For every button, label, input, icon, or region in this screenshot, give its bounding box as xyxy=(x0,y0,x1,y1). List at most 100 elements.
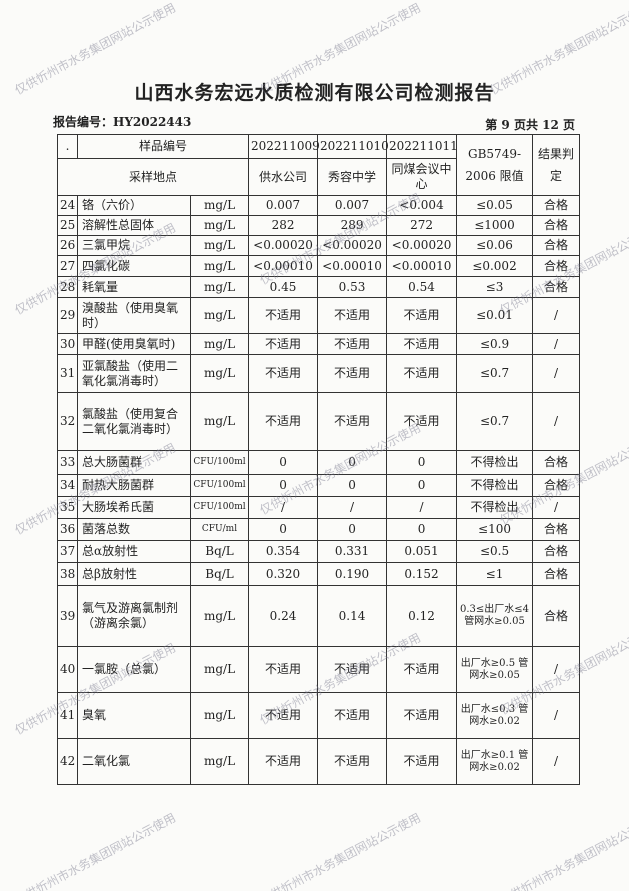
unit: mg/L xyxy=(189,255,250,277)
result-judgement: 合格 xyxy=(532,450,581,475)
value-3: <0.004 xyxy=(386,195,458,216)
limit-value: ≤0.05 xyxy=(456,195,534,216)
value-2: 不适用 xyxy=(317,738,388,785)
parameter-name: 总大肠菌群 xyxy=(77,450,191,475)
parameter-name: 氯气及游离氯制剂（游离余氯） xyxy=(77,585,191,647)
parameter-name: 三氯甲烷 xyxy=(77,235,191,256)
sample-no-3: 202211011 xyxy=(386,134,458,159)
table-row: 26 三氯甲烷 mg/L <0.00020 <0.00020 <0.00020 ≤0.06 合… xyxy=(57,235,581,256)
unit: mg/L xyxy=(189,646,250,693)
value-3: 不适用 xyxy=(386,297,458,334)
table-row: 24 铬（六价） mg/L 0.007 0.007 <0.004 ≤0.05 合格 xyxy=(57,195,581,216)
site-2: 秀容中学 xyxy=(317,158,388,196)
value-1: 0 xyxy=(248,474,319,497)
value-1: 不适用 xyxy=(248,392,319,451)
value-3: / xyxy=(386,496,458,519)
unit: mg/L xyxy=(189,276,250,298)
result-judgement: / xyxy=(532,496,581,519)
limit-value: ≤0.06 xyxy=(456,235,534,256)
row-number: 30 xyxy=(57,333,78,355)
value-2: 0.53 xyxy=(317,276,388,298)
row-number: 40 xyxy=(57,646,78,693)
value-2: <0.00010 xyxy=(317,255,388,277)
limit-value: ≤100 xyxy=(456,518,534,541)
row-number: 36 xyxy=(57,518,78,541)
limit-value: ≤1 xyxy=(456,562,534,586)
watermark: 仅供忻州市水务集团网站公示使用 xyxy=(497,810,629,891)
parameter-name: 菌落总数 xyxy=(77,518,191,541)
result-judgement: 合格 xyxy=(532,235,581,256)
limit-value: ≤0.9 xyxy=(456,333,534,355)
value-1: 不适用 xyxy=(248,692,319,739)
row-number: 38 xyxy=(57,562,78,586)
value-2: 0 xyxy=(317,518,388,541)
value-1: 0.24 xyxy=(248,585,319,647)
unit: mg/L xyxy=(189,235,250,256)
limit-value: 出厂水≤0.3 管网水≥0.02 xyxy=(456,692,534,739)
value-1: 0 xyxy=(248,518,319,541)
report-title: 山西水务宏远水质检测有限公司检测报告 xyxy=(134,82,495,104)
limit-value: ≤0.7 xyxy=(456,354,534,393)
result-judgement: / xyxy=(532,333,581,355)
unit: mg/L xyxy=(189,333,250,355)
value-2: 0 xyxy=(317,474,388,497)
row-number: 37 xyxy=(57,540,78,563)
unit: mg/L xyxy=(189,195,250,216)
row-number: 28 xyxy=(57,276,78,298)
unit: Bq/L xyxy=(189,562,250,586)
row-number: 26 xyxy=(57,235,78,256)
value-3: 不适用 xyxy=(386,692,458,739)
value-2: <0.00020 xyxy=(317,235,388,256)
value-2: 不适用 xyxy=(317,392,388,451)
header-sample-no: 样品编号 xyxy=(76,134,250,159)
value-3: 0.54 xyxy=(386,276,458,298)
watermark: 仅供忻州市水务集团网站公示使用 xyxy=(12,810,179,891)
unit: mg/L xyxy=(189,738,250,785)
table-row: 25 溶解性总固体 mg/L 282 289 272 ≤1000 合格 xyxy=(57,215,581,236)
limit-value: 出厂水≥0.1 管网水≥0.02 xyxy=(456,738,534,785)
parameter-name: 四氯化碳 xyxy=(77,255,191,277)
table-row: 28 耗氧量 mg/L 0.45 0.53 0.54 ≤3 合格 xyxy=(57,276,581,298)
parameter-name: 总β放射性 xyxy=(77,562,191,586)
unit: mg/L xyxy=(189,692,250,739)
result-judgement: 合格 xyxy=(532,585,581,647)
value-1: <0.00010 xyxy=(248,255,319,277)
table-row: 29 溴酸盐（使用臭氧时） mg/L 不适用 不适用 不适用 ≤0.01/ xyxy=(57,297,581,334)
watermark: 仅供忻州市水务集团网站公示使用 xyxy=(257,810,424,891)
parameter-name: 耐热大肠菌群 xyxy=(77,474,191,497)
table-row: 36 菌落总数 CFU/ml 0 0 0 ≤100 合格 xyxy=(57,518,581,541)
result-judgement: 合格 xyxy=(532,276,581,298)
result-judgement: / xyxy=(532,646,581,693)
site-3: 同煤会议中心 xyxy=(386,158,458,196)
value-3: 0.152 xyxy=(386,562,458,586)
parameter-name: 溶解性总固体 xyxy=(77,215,191,236)
limit-value: 不得检出 xyxy=(456,450,534,475)
value-2: 不适用 xyxy=(317,333,388,355)
table-row: 41 臭氧 mg/L 不适用 不适用 不适用 出厂水≤0.3 管网水≥0.02/ xyxy=(57,692,581,739)
value-3: 0.12 xyxy=(386,585,458,647)
parameter-name: 亚氯酸盐（使用二氧化氯消毒时） xyxy=(77,354,191,393)
unit: CFU/ml xyxy=(189,518,250,541)
table-row: 32 氯酸盐（使用复合二氧化氯消毒时） mg/L 不适用 不适用 不适用 ≤0.7/ xyxy=(57,392,581,451)
limit-value: ≤3 xyxy=(456,276,534,298)
parameter-name: 二氧化氯 xyxy=(77,738,191,785)
result-judgement: 合格 xyxy=(532,195,581,216)
value-3: <0.00020 xyxy=(386,235,458,256)
value-2: 0 xyxy=(317,450,388,475)
value-3: 0 xyxy=(386,518,458,541)
table-row: 31 亚氯酸盐（使用二氧化氯消毒时） mg/L 不适用 不适用 不适用 ≤0.7/ xyxy=(57,354,581,393)
limit-value: ≤0.01 xyxy=(456,297,534,334)
sample-no-2: 202211010 xyxy=(317,134,389,159)
site-1: 供水公司 xyxy=(248,158,319,196)
unit: mg/L xyxy=(189,215,250,236)
value-1: 0 xyxy=(248,450,319,475)
row-number: 25 xyxy=(57,215,78,236)
result-judgement: 合格 xyxy=(532,540,581,563)
parameter-name: 总α放射性 xyxy=(77,540,191,563)
value-2: 289 xyxy=(317,215,388,236)
header-dot: . xyxy=(57,134,78,159)
result-judgement: 合格 xyxy=(532,255,581,277)
value-2: 0.190 xyxy=(317,562,388,586)
table-row: 30 甲醛(使用臭氧时) mg/L 不适用 不适用 不适用 ≤0.9/ xyxy=(57,333,581,355)
